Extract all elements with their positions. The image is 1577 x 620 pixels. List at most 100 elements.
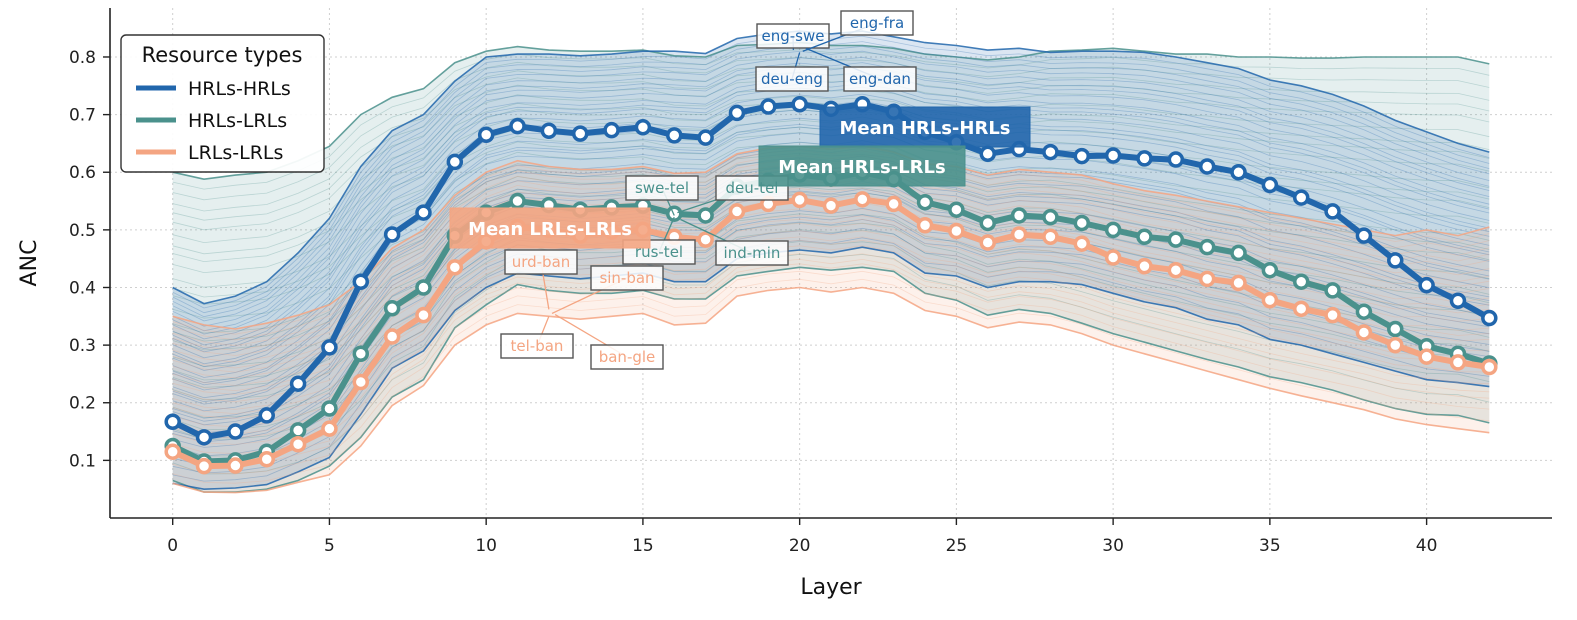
pair-line — [172, 35, 1490, 309]
annotation-box — [504, 249, 578, 275]
data-point — [1010, 207, 1028, 224]
pair-line — [172, 263, 1490, 466]
annotation-deu-eng: deu-eng — [755, 52, 829, 92]
data-point — [1167, 151, 1185, 168]
data-point — [258, 450, 275, 468]
band-edge-lower — [172, 246, 1490, 491]
pair-line — [172, 56, 1490, 327]
pair-line — [172, 50, 1490, 322]
pair-line — [172, 83, 1490, 350]
mean-label-text: Mean HRLs-LRLs — [778, 157, 945, 178]
data-point — [352, 273, 370, 290]
x-tick-label: 40 — [1416, 536, 1438, 556]
band-hrls-hrls — [172, 31, 1490, 490]
band-edge-upper — [172, 30, 1490, 305]
data-point — [415, 279, 432, 296]
data-point — [1073, 235, 1091, 252]
data-point — [1449, 292, 1467, 309]
legend-entry: HRLs-HRLs — [136, 78, 291, 100]
data-point — [352, 345, 370, 363]
data-point — [1104, 249, 1122, 266]
data-point — [1355, 227, 1373, 244]
y-tick-label: 0.8 — [69, 48, 96, 68]
data-point — [227, 423, 244, 440]
annotation-urd-ban: urd-ban — [504, 249, 578, 310]
data-point — [446, 153, 464, 171]
pair-line — [172, 270, 1490, 475]
mean-label-hrls-hrls: Mean HRLs-HRLs — [819, 106, 1031, 148]
data-point — [979, 234, 996, 251]
x-tick-label: 25 — [946, 536, 968, 556]
axes: 0 5 10 15 20 25 30 35 40 0.1 0.2 0.3 0.4 0.5 0.6 0.7 0.8 — [69, 8, 1552, 556]
data-point — [1292, 273, 1310, 290]
pair-line — [172, 71, 1490, 221]
band-edge-lower — [172, 286, 1490, 494]
y-axis-title: ANC — [17, 240, 42, 287]
annotation-box — [755, 66, 829, 92]
y-tick-label: 0.1 — [69, 451, 96, 471]
data-point — [1355, 303, 1373, 320]
annotation-label: eng-fra — [850, 14, 904, 32]
pair-line — [172, 86, 1490, 353]
legend: Resource types HRLs-HRLs HRLs-LRLs LRLs-LRL… — [120, 34, 325, 173]
data-point — [415, 306, 432, 324]
x-tick-label: 0 — [167, 536, 178, 556]
legend-title: Resource types — [142, 43, 303, 67]
data-point — [1198, 158, 1216, 175]
annotation-sin-ban: sin-ban — [551, 265, 664, 315]
legend-label: HRLs-LRLs — [188, 110, 287, 132]
data-point — [383, 328, 401, 345]
data-point — [760, 98, 777, 115]
annotation-eng-dan: eng-dan — [805, 47, 917, 92]
data-point — [728, 104, 746, 122]
data-point — [1073, 214, 1091, 232]
data-point — [603, 121, 620, 139]
pair-line — [172, 229, 1490, 441]
x-axis-title: Layer — [800, 575, 862, 600]
data-point — [1073, 147, 1091, 165]
pair-line — [172, 258, 1490, 461]
data-point — [666, 127, 683, 144]
pair-line — [172, 49, 1490, 190]
data-point — [885, 195, 902, 213]
band-hrls-lrls — [172, 42, 1490, 493]
data-point — [289, 422, 307, 439]
data-point — [1261, 261, 1279, 279]
pair-line — [172, 227, 1490, 474]
mean-label-text: Mean LRLs-LRLs — [468, 219, 632, 240]
data-point — [383, 299, 401, 317]
data-point — [195, 429, 213, 446]
annotation-label: tel-ban — [511, 337, 564, 355]
annotation-label: ban-gle — [599, 348, 656, 366]
pair-line — [172, 253, 1490, 455]
x-tick-label: 20 — [789, 536, 811, 556]
annotation-label: ind-min — [724, 244, 781, 262]
pair-line — [172, 78, 1490, 346]
pair-line — [172, 278, 1490, 484]
data-point — [948, 222, 965, 240]
pair-line — [172, 64, 1490, 212]
x-tick-label: 35 — [1259, 536, 1281, 556]
legend-label: LRLs-LRLs — [188, 142, 283, 164]
annotation-box — [715, 240, 789, 266]
data-point — [1261, 291, 1279, 309]
pair-line — [172, 71, 1490, 340]
data-point — [791, 95, 808, 113]
y-tick-label: 0.7 — [69, 106, 96, 126]
data-point — [1230, 163, 1247, 181]
annotation-label: swe-tel — [635, 179, 689, 197]
y-tick-label: 0.2 — [69, 394, 96, 414]
data-point — [415, 204, 432, 221]
data-point — [1387, 336, 1404, 354]
mean-label-box — [758, 145, 966, 187]
data-point — [1198, 238, 1216, 256]
data-point — [697, 129, 714, 146]
annotation-box — [590, 344, 664, 370]
data-point — [979, 145, 996, 163]
data-point — [1481, 358, 1498, 376]
data-point — [1167, 231, 1185, 248]
x-tick-label: 5 — [324, 536, 335, 556]
pair-lines — [172, 30, 1490, 494]
data-point — [948, 201, 965, 218]
annotation-label: eng-swe — [762, 27, 825, 45]
